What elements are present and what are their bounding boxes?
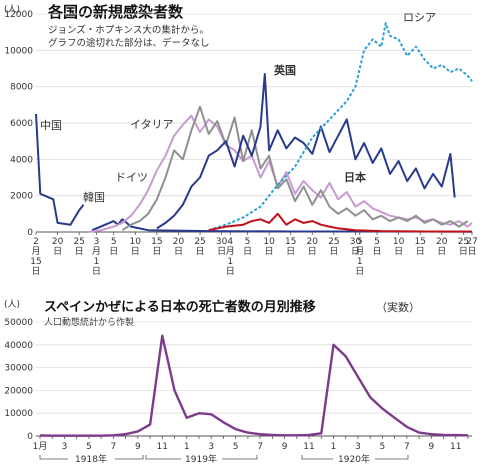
top-x-tick-label: 10 日 <box>130 237 142 257</box>
series-line-ドイツ <box>121 105 469 232</box>
top-x-tick-label: 25 日 <box>73 237 84 257</box>
bottom-y-tick-label: 40000 <box>4 341 33 351</box>
year-label-1919: 1919年 <box>185 453 217 465</box>
bottom-x-tick-label: 3 <box>208 442 214 452</box>
series-line-英国 <box>156 73 456 230</box>
label-japan: 日本 <box>344 170 366 184</box>
bottom-y-tick-label: 30000 <box>4 364 33 374</box>
top-x-tick-label: 2 月 15 日 <box>30 237 41 277</box>
top-x-tick-label: 20 日 <box>52 237 64 257</box>
top-chart-title: 各国の新規感染者数 <box>47 3 184 21</box>
bottom-x-tick-label: 7 <box>111 442 117 452</box>
top-x-axis: 2 月 15 日20 日25 日3 月 1 日5 日10 日15 日20 日25 日30 日4 月 1 日5 日10… <box>30 232 478 277</box>
bottom-chart-title-suffix: （実数） <box>376 300 420 314</box>
bottom-y-unit: (人) <box>4 299 20 310</box>
bottom-x-axis: 1月 3 5 7 9 11 1 3 5 7 9 11 1 3 5 7 9 11 <box>33 436 469 452</box>
series-line-spanish-flu <box>39 334 469 437</box>
bottom-x-tick-label: 5 <box>380 442 386 452</box>
bottom-x-tick-label: 9 <box>282 442 288 452</box>
top-chart: (人) 各国の新規感染者数 ジョンズ・ホプキンス大の集計から。 グラフの途切れた… <box>4 3 478 277</box>
series-line-ロシア <box>208 22 473 232</box>
top-x-tick-label: 10 日 <box>263 237 275 257</box>
year-bracket-1918 <box>39 455 144 460</box>
bottom-x-tick-label: 3 <box>355 442 361 452</box>
top-x-tick-label: 27 日 <box>466 237 477 257</box>
bottom-x-tick-label: 1月 <box>33 441 48 452</box>
bottom-y-tick-label: 10000 <box>4 409 33 419</box>
bottom-x-tick-label: 7 <box>404 442 410 452</box>
year-label-1918: 1918年 <box>75 453 107 465</box>
top-x-tick-label: 25 日 <box>458 237 469 257</box>
label-germany: ドイツ <box>115 171 148 184</box>
bottom-y-tick-label: 0 <box>27 432 33 442</box>
top-series-lines <box>35 22 473 233</box>
bottom-y-axis: 0 10000 20000 30000 40000 50000 <box>4 318 33 442</box>
bottom-x-tick-label: 11 <box>303 442 314 452</box>
series-line-中国 <box>35 113 85 226</box>
year-bracket-1919 <box>145 455 258 460</box>
bottom-gridlines <box>36 321 472 437</box>
bottom-y-tick-label: 20000 <box>4 386 33 396</box>
bottom-x-tick-label: 1 <box>331 442 337 452</box>
label-russia: ロシア <box>403 11 436 24</box>
top-x-tick-label: 30 日 <box>350 237 362 257</box>
bottom-x-tick-label: 1 <box>184 442 190 452</box>
bottom-chart-title: スペインかぜによる日本の死亡者数の月別推移 <box>44 299 316 315</box>
top-x-tick-label: 30 日 <box>216 237 228 257</box>
top-x-tick-label: 25 日 <box>328 237 339 257</box>
bottom-x-tick-label: 5 <box>233 442 239 452</box>
bottom-x-tick-label: 9 <box>428 442 434 452</box>
top-y-axis: 0 2000 4000 6000 8000 10000 12000 <box>4 10 33 238</box>
top-y-tick-label: 12000 <box>4 10 33 20</box>
top-y-tick-label: 2000 <box>10 192 33 202</box>
bottom-x-tick-label: 9 <box>135 442 141 452</box>
top-y-tick-label: 0 <box>27 228 33 238</box>
bottom-x-tick-label: 5 <box>86 442 92 452</box>
top-chart-note-2: グラフの途切れた部分は、データなし <box>48 37 210 49</box>
series-line-日本 <box>208 212 473 233</box>
label-china: 中国 <box>40 119 62 132</box>
top-y-unit: (人) <box>4 4 20 15</box>
year-label-1920: 1920年 <box>338 453 370 465</box>
series-line-韓国 <box>91 218 473 233</box>
bottom-x-tick-label: 11 <box>450 442 461 452</box>
top-y-tick-label: 10000 <box>4 46 33 56</box>
year-bracket-1920 <box>301 455 409 460</box>
bottom-x-tick-label: 11 <box>157 442 168 452</box>
top-x-tick-label: 15 日 <box>285 237 296 257</box>
top-x-tick-label: 15 日 <box>151 237 162 257</box>
top-y-tick-label: 8000 <box>10 83 33 93</box>
top-chart-note-1: ジョンズ・ホプキンス大の集計から。 <box>48 24 209 36</box>
top-x-tick-label: 15 日 <box>414 237 425 257</box>
top-x-tick-label: 20 日 <box>436 237 448 257</box>
top-x-tick-label: 20 日 <box>307 237 319 257</box>
top-x-tick-label: 10 日 <box>393 237 405 257</box>
label-italy: イタリア <box>130 118 174 131</box>
bottom-y-tick-label: 50000 <box>4 318 33 328</box>
top-x-tick-label: 25 日 <box>194 237 205 257</box>
top-y-tick-label: 6000 <box>10 119 33 129</box>
bottom-x-tick-label: 3 <box>62 442 68 452</box>
top-y-tick-label: 4000 <box>10 155 33 165</box>
bottom-series-lines <box>39 334 469 437</box>
label-uk: 英国 <box>273 63 296 77</box>
bottom-chart: (人) スペインかぜによる日本の死亡者数の月別推移 （実数） 人口動態統計から作… <box>4 299 472 465</box>
label-korea: 韓国 <box>83 191 105 204</box>
top-x-tick-label: 20 日 <box>173 237 185 257</box>
bottom-x-tick-label: 7 <box>257 442 263 452</box>
